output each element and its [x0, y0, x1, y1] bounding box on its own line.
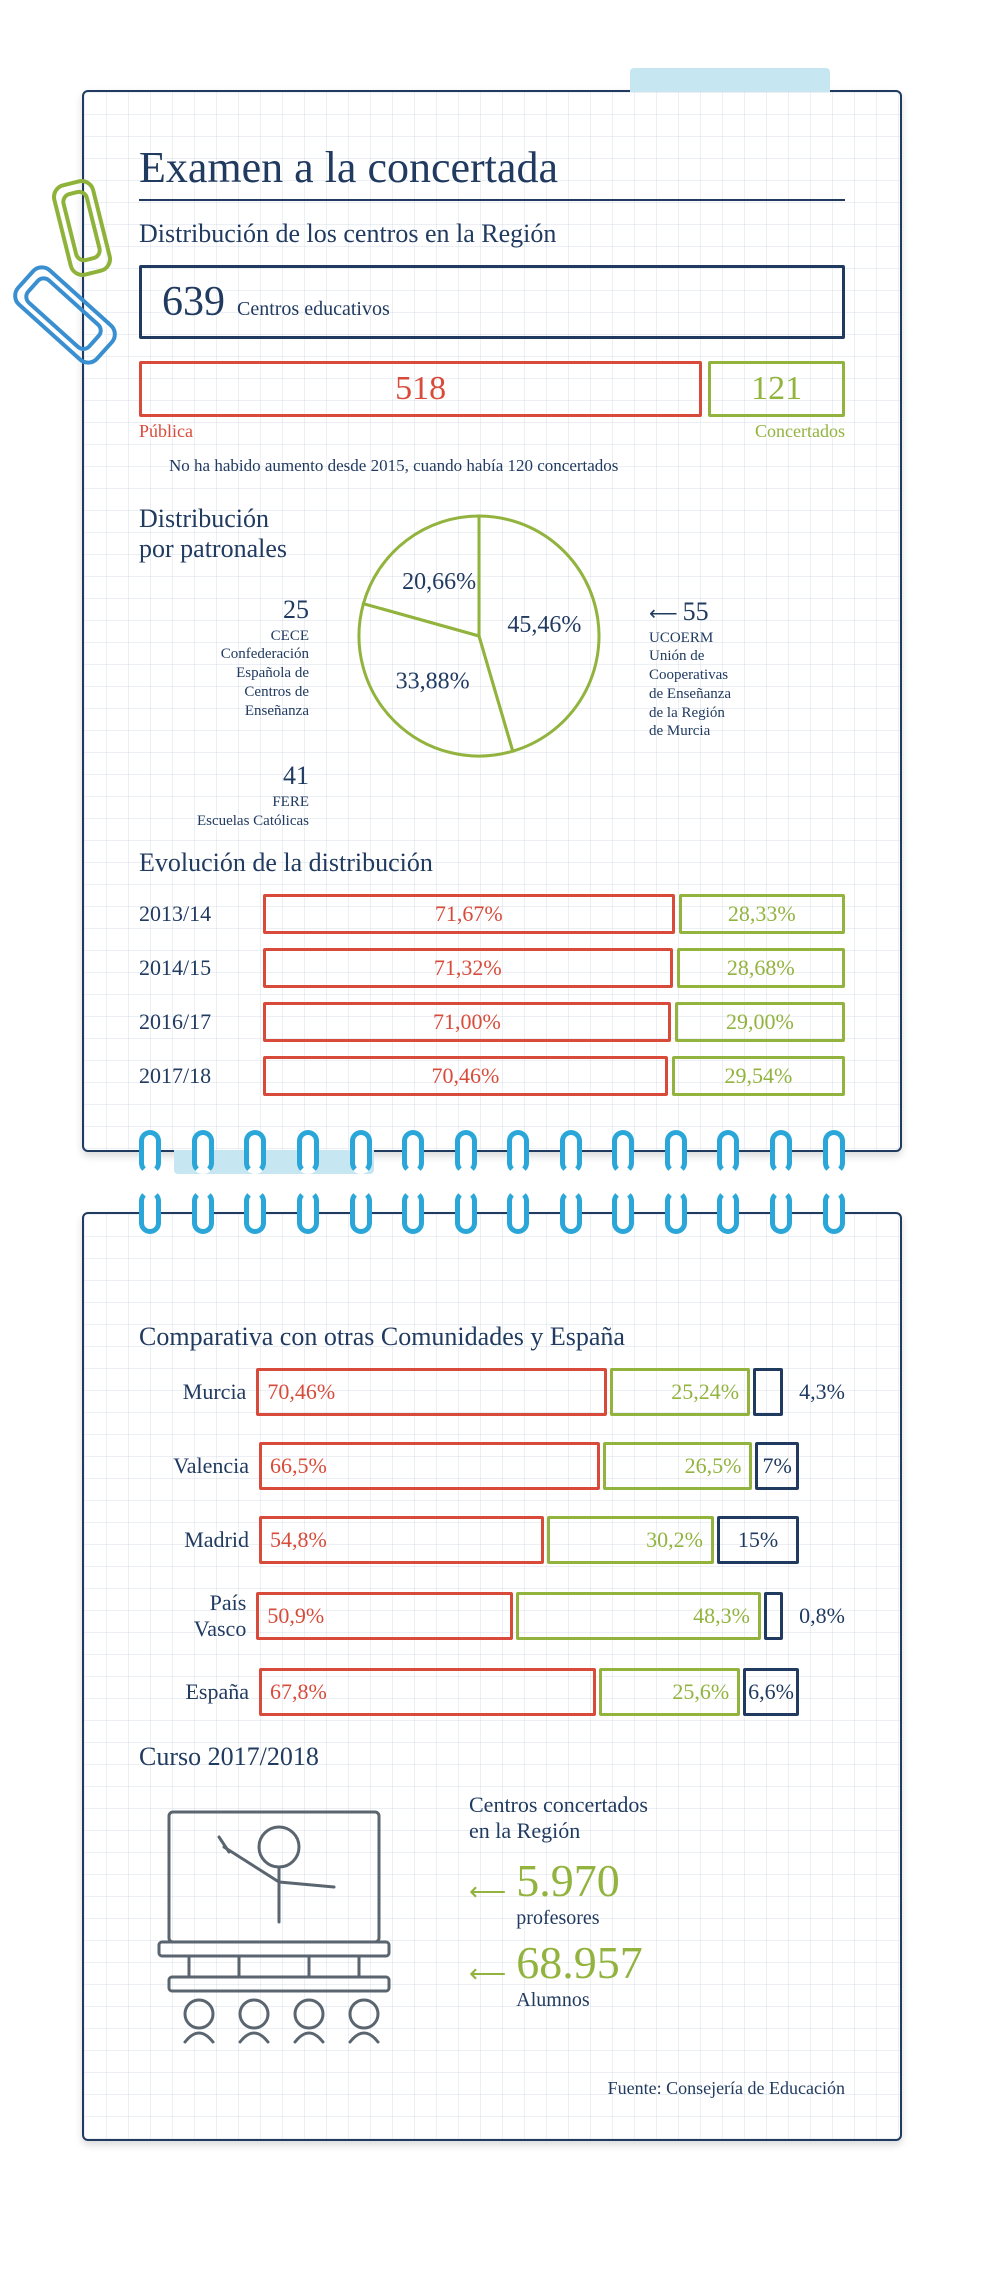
split-seg-publica: 518: [139, 361, 702, 417]
compare-seg-navy: 7%: [755, 1442, 799, 1490]
spiral-rings-top: [84, 1190, 900, 1234]
compare-seg-red: 67,8%: [259, 1668, 596, 1716]
compare-label: País Vasco: [139, 1590, 246, 1642]
evo-seg-green: 29,00%: [675, 1002, 845, 1042]
compare-row: España 67,8% 25,6% 6,6%: [139, 1668, 845, 1716]
pie-label-cece: 25 CECE Confederación Española de Centro…: [139, 594, 309, 720]
evo-year: 2014/15: [139, 955, 249, 981]
svg-text:20,66%: 20,66%: [402, 569, 476, 595]
notebook-card-top: Examen a la concertada Distribución de l…: [82, 90, 902, 1152]
classroom-illustration: [139, 1792, 439, 2052]
notebook-card-bottom: Comparativa con otras Comunidades y Espa…: [82, 1212, 902, 2141]
pie-label-ucoerm: ⟵ 55 UCOERM Unión de Cooperativas de Ens…: [649, 596, 799, 741]
curso-stat-row: ⟵ 68.957 Alumnos: [469, 1936, 845, 2012]
evo-year: 2013/14: [139, 901, 249, 927]
curso-stat-label: Alumnos: [516, 1989, 643, 2012]
compare-seg-green: 30,2%: [547, 1516, 714, 1564]
compare-navy-outside: 0,8%: [799, 1603, 845, 1629]
total-centros-label: Centros educativos: [237, 298, 390, 321]
evo-seg-red: 71,32%: [263, 948, 673, 988]
compare-label: España: [139, 1679, 249, 1705]
split-label-publica: Pública: [139, 421, 193, 442]
split-label-concertados: Concertados: [755, 421, 845, 442]
section-heading-curso: Curso 2017/2018: [139, 1742, 845, 1772]
arrow-left-icon: ⟵: [469, 1959, 506, 1989]
svg-text:45,46%: 45,46%: [507, 612, 581, 638]
split-bar: 518121 Pública Concertados: [139, 361, 845, 442]
evo-row: 2014/15 71,32% 28,68%: [139, 948, 845, 988]
evo-seg-red: 71,67%: [263, 894, 675, 934]
compare-seg-navy: 15%: [717, 1516, 799, 1564]
compare-row: Valencia 66,5% 26,5% 7%: [139, 1442, 845, 1490]
evo-row: 2017/18 70,46% 29,54%: [139, 1056, 845, 1096]
arrow-left-icon: ⟵: [469, 1877, 506, 1907]
total-centros-value: 639: [162, 278, 225, 326]
compare-navy-outside: 4,3%: [799, 1379, 845, 1405]
spiral-rings: [84, 1130, 900, 1174]
evolution-bars: 2013/14 71,67% 28,33% 2014/15 71,32% 28,…: [139, 894, 845, 1096]
notebook-tab: [630, 68, 830, 92]
evo-row: 2016/17 71,00% 29,00%: [139, 1002, 845, 1042]
curso-stat-row: ⟵ 5.970 profesores: [469, 1854, 845, 1930]
section-heading-evolution: Evolución de la distribución: [139, 848, 845, 878]
curso-stat-value: 68.957: [516, 1936, 643, 1989]
compare-seg-red: 50,9%: [256, 1592, 513, 1640]
evo-seg-green: 28,68%: [677, 948, 845, 988]
compare-seg-navy: 6,6%: [743, 1668, 799, 1716]
compare-row: País Vasco 50,9% 48,3% 0,8%: [139, 1590, 845, 1642]
compare-seg-navy: [764, 1592, 783, 1640]
evo-row: 2013/14 71,67% 28,33%: [139, 894, 845, 934]
section-heading-distribution: Distribución de los centros en la Región: [139, 219, 845, 249]
total-centros-box: 639 Centros educativos: [139, 265, 845, 339]
section-heading-compare: Comparativa con otras Comunidades y Espa…: [139, 1322, 845, 1352]
compare-seg-red: 70,46%: [256, 1368, 607, 1416]
evo-seg-red: 71,00%: [263, 1002, 671, 1042]
evo-year: 2016/17: [139, 1009, 249, 1035]
curso-stat-value: 5.970: [516, 1854, 620, 1907]
section-heading-pie: Distribución por patronales: [139, 504, 309, 564]
compare-seg-red: 54,8%: [259, 1516, 544, 1564]
split-seg-concertados: 121: [708, 361, 845, 417]
compare-seg-green: 26,5%: [603, 1442, 752, 1490]
pie-label-fere: 41 FERE Escuelas Católicas: [139, 760, 309, 830]
compare-label: Murcia: [139, 1379, 246, 1405]
curso-subtitle: Centros concertados en la Región: [469, 1792, 845, 1844]
compare-label: Valencia: [139, 1453, 249, 1479]
evo-year: 2017/18: [139, 1063, 249, 1089]
compare-seg-green: 25,24%: [610, 1368, 750, 1416]
compare-row: Murcia 70,46% 25,24% 4,3%: [139, 1368, 845, 1416]
evo-seg-green: 28,33%: [679, 894, 845, 934]
page-title: Examen a la concertada: [139, 142, 845, 201]
evo-seg-red: 70,46%: [263, 1056, 668, 1096]
curso-stat-label: profesores: [516, 1907, 620, 1930]
source-text: Fuente: Consejería de Educación: [139, 2078, 845, 2099]
compare-seg-red: 66,5%: [259, 1442, 600, 1490]
compare-bars: Murcia 70,46% 25,24% 4,3% Valencia 66,5%…: [139, 1368, 845, 1716]
svg-text:33,88%: 33,88%: [396, 668, 470, 694]
compare-seg-navy: [753, 1368, 783, 1416]
evo-seg-green: 29,54%: [672, 1056, 845, 1096]
compare-seg-green: 48,3%: [516, 1592, 761, 1640]
pie-chart: 45,46% 33,88% 20,66%: [329, 486, 629, 791]
compare-label: Madrid: [139, 1527, 249, 1553]
distribution-note: No ha habido aumento desde 2015, cuando …: [169, 456, 845, 476]
compare-seg-green: 25,6%: [599, 1668, 740, 1716]
compare-row: Madrid 54,8% 30,2% 15%: [139, 1516, 845, 1564]
